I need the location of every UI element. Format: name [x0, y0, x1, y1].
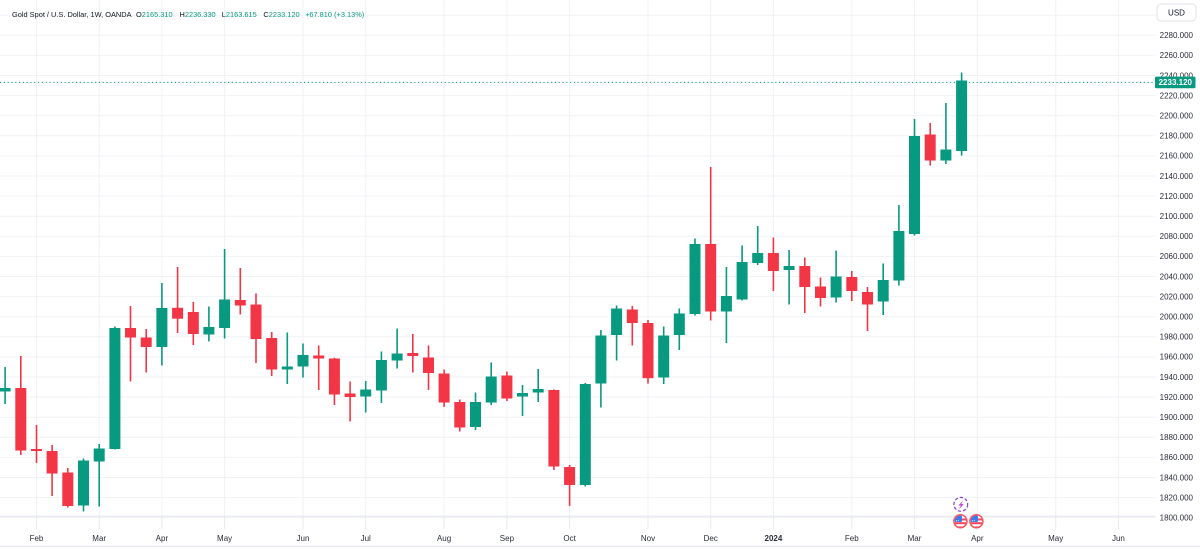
svg-text:2240.000: 2240.000 — [1160, 71, 1194, 80]
svg-text:Apr: Apr — [971, 534, 984, 543]
svg-text:1820.000: 1820.000 — [1160, 493, 1194, 502]
svg-text:Feb: Feb — [30, 534, 44, 543]
svg-text:2080.000: 2080.000 — [1160, 232, 1194, 241]
svg-text:2020.000: 2020.000 — [1160, 292, 1194, 301]
svg-text:2024: 2024 — [765, 534, 783, 543]
svg-text:May: May — [217, 534, 232, 543]
svg-text:L2163.615: L2163.615 — [222, 10, 257, 19]
svg-text:1840.000: 1840.000 — [1160, 473, 1194, 482]
svg-text:O2165.310: O2165.310 — [136, 10, 173, 19]
svg-text:1980.000: 1980.000 — [1160, 333, 1194, 342]
svg-text:2220.000: 2220.000 — [1160, 91, 1194, 100]
svg-text:May: May — [1048, 534, 1063, 543]
svg-text:Jun: Jun — [1112, 534, 1125, 543]
svg-text:Mar: Mar — [92, 534, 106, 543]
svg-text:2280.000: 2280.000 — [1160, 31, 1194, 40]
svg-text:2200.000: 2200.000 — [1160, 112, 1194, 121]
svg-text:Apr: Apr — [156, 534, 169, 543]
svg-text:2060.000: 2060.000 — [1160, 252, 1194, 261]
svg-text:2040.000: 2040.000 — [1160, 272, 1194, 281]
svg-text:Nov: Nov — [641, 534, 655, 543]
svg-text:1900.000: 1900.000 — [1160, 413, 1194, 422]
svg-text:C2233.120: C2233.120 — [263, 10, 299, 19]
svg-text:Aug: Aug — [437, 534, 451, 543]
svg-text:Gold Spot / U.S. Dollar, 1W, O: Gold Spot / U.S. Dollar, 1W, OANDA — [12, 10, 132, 19]
svg-text:1880.000: 1880.000 — [1160, 433, 1194, 442]
svg-text:2000.000: 2000.000 — [1160, 313, 1194, 322]
svg-text:1940.000: 1940.000 — [1160, 373, 1194, 382]
svg-text:2160.000: 2160.000 — [1160, 152, 1194, 161]
svg-text:Feb: Feb — [845, 534, 859, 543]
svg-text:2180.000: 2180.000 — [1160, 132, 1194, 141]
svg-text:Dec: Dec — [704, 534, 718, 543]
svg-text:2260.000: 2260.000 — [1160, 51, 1194, 60]
svg-text:2140.000: 2140.000 — [1160, 172, 1194, 181]
svg-text:Mar: Mar — [908, 534, 922, 543]
svg-text:Jul: Jul — [361, 534, 371, 543]
svg-text:USD: USD — [1168, 8, 1185, 17]
svg-text:1860.000: 1860.000 — [1160, 453, 1194, 462]
svg-text:2120.000: 2120.000 — [1160, 192, 1194, 201]
svg-text:1960.000: 1960.000 — [1160, 353, 1194, 362]
svg-text:H2236.330: H2236.330 — [180, 10, 216, 19]
svg-text:+67.810 (+3.13%): +67.810 (+3.13%) — [305, 10, 364, 19]
svg-text:1800.000: 1800.000 — [1160, 514, 1194, 523]
svg-text:Sep: Sep — [500, 534, 515, 543]
svg-text:1920.000: 1920.000 — [1160, 393, 1194, 402]
svg-text:2100.000: 2100.000 — [1160, 212, 1194, 221]
svg-text:2233.120: 2233.120 — [1159, 78, 1193, 87]
svg-text:Jun: Jun — [297, 534, 310, 543]
svg-text:Oct: Oct — [563, 534, 576, 543]
